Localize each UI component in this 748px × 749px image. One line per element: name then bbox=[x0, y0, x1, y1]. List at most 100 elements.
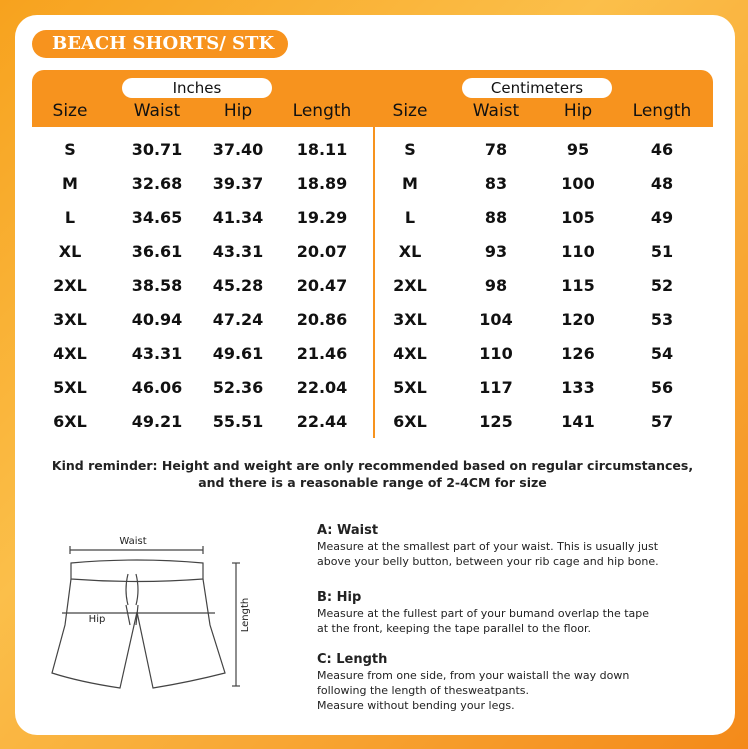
page-title: BEACH SHORTS/ STK bbox=[32, 30, 288, 58]
table-cell: 41.34 bbox=[212, 208, 264, 227]
table-cell: 120 bbox=[561, 310, 595, 329]
column-header: Length bbox=[632, 101, 692, 121]
table-cell: 78 bbox=[484, 140, 508, 159]
table-cell: 46.06 bbox=[131, 378, 183, 397]
table-cell: 83 bbox=[484, 174, 508, 193]
table-cell: 2XL bbox=[53, 276, 87, 295]
table-cell: 39.37 bbox=[212, 174, 264, 193]
instruction-text: Measure at the smallest part of your wai… bbox=[317, 540, 659, 553]
table-cell: 2XL bbox=[393, 276, 427, 295]
table-cell: 22.44 bbox=[296, 412, 348, 431]
instruction-hip: B: Hip Measure at the fullest part of you… bbox=[317, 590, 717, 636]
instruction-title: B: Hip bbox=[317, 590, 362, 605]
instruction-text: Measure at the fullest part of your buma… bbox=[317, 607, 650, 620]
table-cell: XL bbox=[398, 242, 422, 261]
table-cell: 104 bbox=[479, 310, 513, 329]
inches-label: Inches bbox=[122, 78, 272, 98]
instruction-text: Measure without bending your legs. bbox=[317, 699, 515, 712]
table-cell: 20.07 bbox=[296, 242, 348, 261]
reminder-line-2: and there is a reasonable range of 2-4CM… bbox=[198, 475, 547, 490]
table-cell: 141 bbox=[561, 412, 595, 431]
instruction-title: C: Length bbox=[317, 652, 388, 667]
instruction-text: above your belly button, between your ri… bbox=[317, 555, 659, 568]
table-cell: 30.71 bbox=[131, 140, 183, 159]
table-cell: 47.24 bbox=[212, 310, 264, 329]
table-cell: M bbox=[62, 174, 78, 193]
table-cell: 98 bbox=[484, 276, 508, 295]
column-header: Size bbox=[392, 101, 428, 121]
table-cell: 49.21 bbox=[131, 412, 183, 431]
table-cell: 51 bbox=[650, 242, 674, 261]
table-cell: 6XL bbox=[393, 412, 427, 431]
hip-label: Hip bbox=[89, 614, 106, 625]
table-cell: 45.28 bbox=[212, 276, 264, 295]
table-cell: 18.89 bbox=[296, 174, 348, 193]
table-cell: S bbox=[64, 140, 76, 159]
table-cell: 19.29 bbox=[296, 208, 348, 227]
table-cell: 117 bbox=[479, 378, 513, 397]
table-cell: 36.61 bbox=[131, 242, 183, 261]
table-cell: 125 bbox=[479, 412, 513, 431]
table-cell: 56 bbox=[650, 378, 674, 397]
table-cell: 20.86 bbox=[296, 310, 348, 329]
size-chart-card bbox=[15, 15, 735, 735]
table-cell: 22.04 bbox=[296, 378, 348, 397]
instruction-text: following the length of thesweatpants. bbox=[317, 684, 529, 697]
table-cell: 48 bbox=[650, 174, 674, 193]
table-cell: 93 bbox=[484, 242, 508, 261]
table-cell: 95 bbox=[566, 140, 590, 159]
instruction-title: A: Waist bbox=[317, 523, 379, 538]
waist-label: Waist bbox=[119, 536, 146, 547]
instruction-length: C: Length Measure from one side, from you… bbox=[317, 652, 717, 713]
length-label: Length bbox=[240, 598, 251, 633]
table-cell: 21.46 bbox=[296, 344, 348, 363]
column-header: Waist bbox=[133, 101, 181, 121]
instruction-waist: A: Waist Measure at the smallest part of … bbox=[317, 523, 717, 569]
table-cell: 3XL bbox=[393, 310, 427, 329]
table-cell: 49 bbox=[650, 208, 674, 227]
table-cell: 110 bbox=[561, 242, 595, 261]
table-cell: 52 bbox=[650, 276, 674, 295]
table-cell: L bbox=[64, 208, 76, 227]
table-cell: 34.65 bbox=[131, 208, 183, 227]
table-cell: 32.68 bbox=[131, 174, 183, 193]
table-cell: 37.40 bbox=[212, 140, 264, 159]
table-cell: 49.61 bbox=[212, 344, 264, 363]
table-cell: 110 bbox=[479, 344, 513, 363]
table-cell: S bbox=[404, 140, 416, 159]
column-header: Hip bbox=[223, 101, 253, 121]
table-cell: 18.11 bbox=[296, 140, 348, 159]
table-cell: 6XL bbox=[53, 412, 87, 431]
instruction-text: at the front, keeping the tape parallel … bbox=[317, 622, 592, 635]
shorts-diagram: Waist Hip Length bbox=[51, 536, 251, 689]
shorts-outline bbox=[51, 578, 226, 689]
table-cell: L bbox=[404, 208, 416, 227]
table-cell: 55.51 bbox=[212, 412, 264, 431]
table-cell: 88 bbox=[484, 208, 508, 227]
table-cell: 133 bbox=[561, 378, 595, 397]
table-cell: 40.94 bbox=[131, 310, 183, 329]
table-cell: 105 bbox=[561, 208, 595, 227]
column-header: Waist bbox=[472, 101, 520, 121]
table-cell: 115 bbox=[561, 276, 595, 295]
column-header: Hip bbox=[563, 101, 593, 121]
table-cell: 46 bbox=[650, 140, 674, 159]
table-cell: 100 bbox=[561, 174, 595, 193]
table-cell: 126 bbox=[561, 344, 595, 363]
table-cell: 3XL bbox=[53, 310, 87, 329]
table-cell: 20.47 bbox=[296, 276, 348, 295]
table-cell: 4XL bbox=[393, 344, 427, 363]
column-header: Length bbox=[292, 101, 352, 121]
table-cell: 4XL bbox=[53, 344, 87, 363]
table-cell: 53 bbox=[650, 310, 674, 329]
table-cell: 43.31 bbox=[131, 344, 183, 363]
instruction-text: Measure from one side, from your waistal… bbox=[317, 669, 630, 682]
reminder-line-1: Kind reminder: Height and weight are onl… bbox=[51, 458, 694, 473]
table-cell: 52.36 bbox=[212, 378, 264, 397]
table-cell: M bbox=[402, 174, 418, 193]
centimeters-label: Centimeters bbox=[462, 78, 612, 98]
table-cell: 57 bbox=[650, 412, 674, 431]
table-cell: 54 bbox=[650, 344, 674, 363]
table-cell: XL bbox=[58, 242, 82, 261]
column-header: Size bbox=[52, 101, 88, 121]
